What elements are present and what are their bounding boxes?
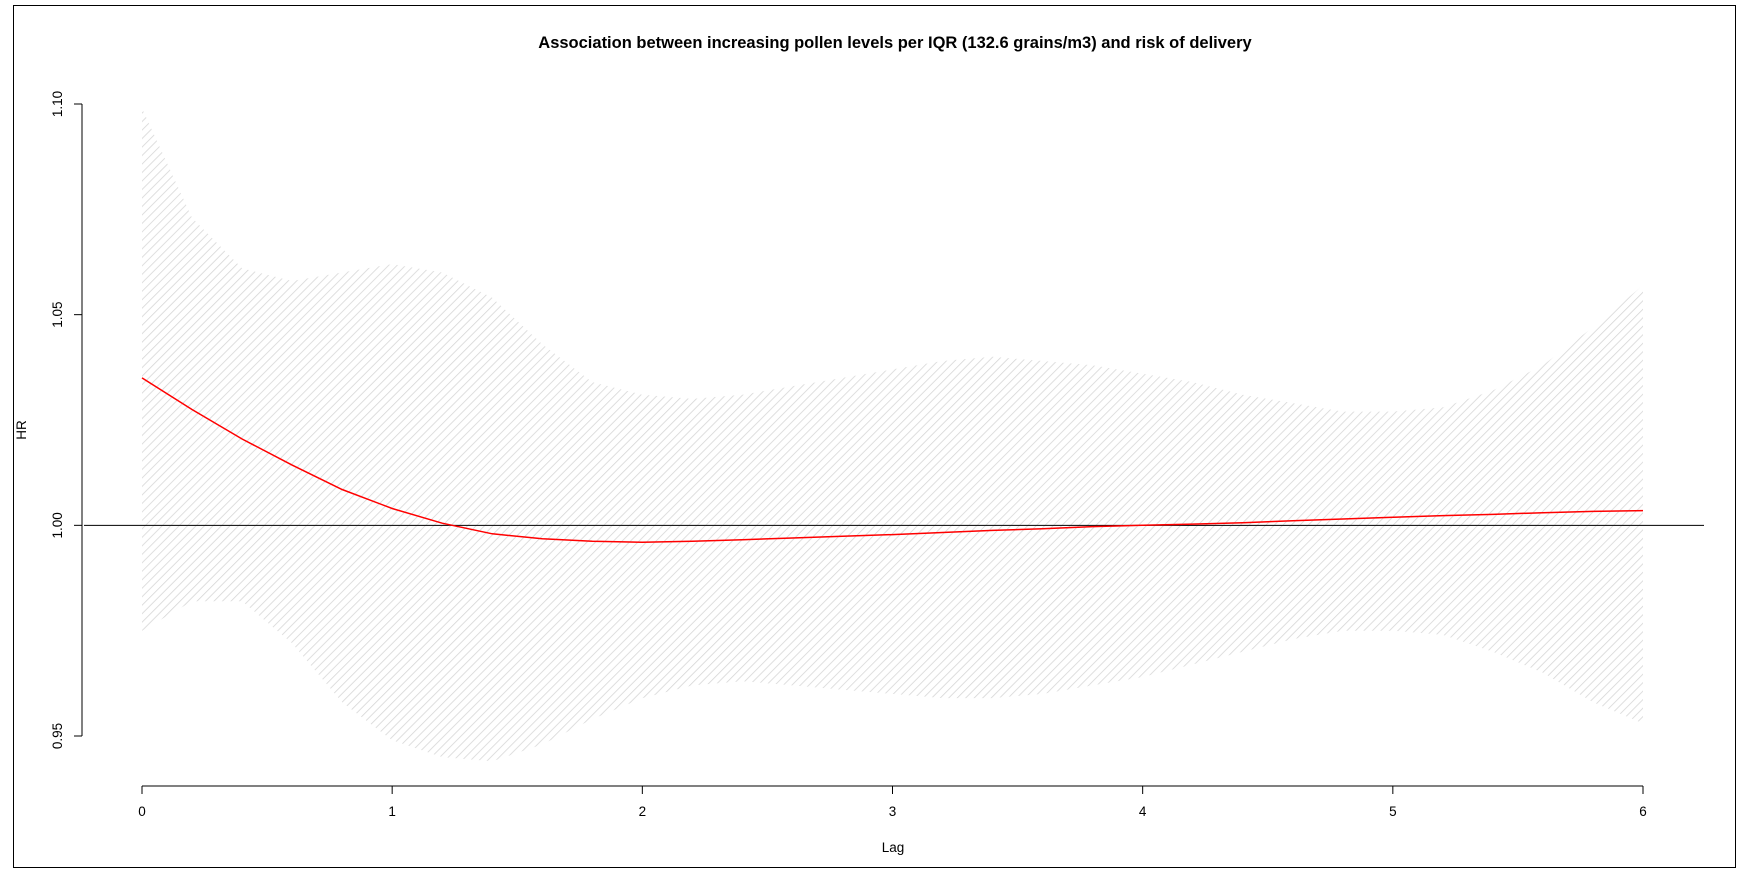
x-axis-label: Lag [882, 840, 905, 855]
chart-title: Association between increasing pollen le… [538, 34, 1252, 52]
x-tick-label: 3 [889, 804, 897, 819]
x-tick-label: 1 [388, 804, 396, 819]
hr-estimate-line [141, 377, 1644, 543]
y-axis-label: HR [14, 420, 29, 440]
x-ticks: 0 1 2 3 4 5 6 [138, 786, 1647, 819]
y-tick-label: 1.05 [50, 302, 65, 328]
confidence-interval-band [142, 108, 1643, 762]
y-axis: 0.95 1.00 1.05 1.10 [50, 91, 83, 749]
x-tick-label: 2 [639, 804, 647, 819]
x-tick-label: 5 [1389, 804, 1397, 819]
y-ticks: 0.95 1.00 1.05 1.10 [50, 91, 82, 749]
y-tick-label: 1.00 [50, 512, 65, 538]
x-tick-label: 4 [1139, 804, 1147, 819]
x-tick-label: 6 [1639, 804, 1647, 819]
y-tick-label: 0.95 [50, 723, 65, 749]
y-tick-label: 1.10 [50, 91, 65, 117]
x-tick-label: 0 [138, 804, 146, 819]
x-axis: 0 1 2 3 4 5 6 [138, 785, 1647, 819]
